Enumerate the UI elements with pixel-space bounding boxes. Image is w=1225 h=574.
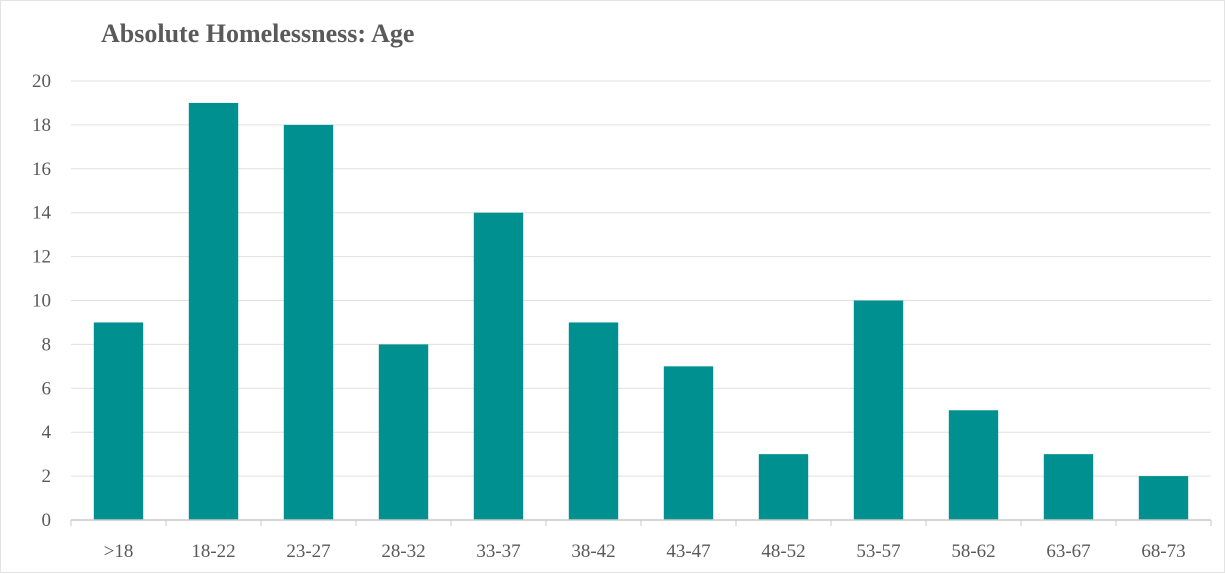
- gridlines: [71, 80, 1211, 477]
- y-tick-label: 10: [32, 291, 51, 312]
- x-tick-label: >18: [104, 541, 134, 562]
- x-tick-label: 28-32: [381, 541, 425, 562]
- y-tick-label: 18: [32, 115, 51, 136]
- bar: [188, 102, 239, 520]
- x-tick-label: 43-47: [666, 541, 710, 562]
- chart-title: Absolute Homelessness: Age: [101, 19, 415, 48]
- bar: [93, 322, 144, 520]
- y-tick-label: 16: [32, 159, 51, 180]
- x-tick-label: 68-73: [1141, 541, 1185, 562]
- y-axis-tick-labels: 0 2 4 6 8 10 12 14 16 18 20: [32, 71, 52, 531]
- x-axis-tick-labels: >18 18-22 23-27 28-32 33-37 38-42 43-47 48-52 53…: [104, 541, 1186, 562]
- x-tick-label: 63-67: [1046, 541, 1090, 562]
- bar: [1043, 454, 1094, 520]
- y-tick-label: 6: [42, 378, 52, 399]
- x-tick-label: 33-37: [476, 541, 520, 562]
- y-tick-label: 0: [42, 510, 52, 531]
- bar: [283, 124, 334, 521]
- bars: [93, 102, 1189, 521]
- bar: [378, 344, 429, 520]
- bar: [948, 410, 999, 520]
- x-tick-label: 53-57: [856, 541, 900, 562]
- y-tick-label: 12: [32, 247, 51, 268]
- y-tick-label: 20: [32, 71, 51, 92]
- axes: [70, 519, 1212, 526]
- y-tick-label: 14: [32, 203, 52, 224]
- x-tick-label: 23-27: [286, 541, 330, 562]
- bar: [758, 454, 809, 520]
- bar: [568, 322, 619, 520]
- x-tick-label: 18-22: [191, 541, 235, 562]
- y-tick-label: 8: [42, 334, 52, 355]
- x-tick-label: 48-52: [761, 541, 805, 562]
- y-tick-label: 2: [42, 466, 52, 487]
- y-tick-label: 4: [42, 422, 52, 443]
- x-tick-label: 58-62: [951, 541, 995, 562]
- bar: [1138, 476, 1189, 520]
- bar: [663, 366, 714, 520]
- bar: [473, 212, 524, 520]
- x-tick-label: 38-42: [571, 541, 615, 562]
- bar: [853, 300, 904, 520]
